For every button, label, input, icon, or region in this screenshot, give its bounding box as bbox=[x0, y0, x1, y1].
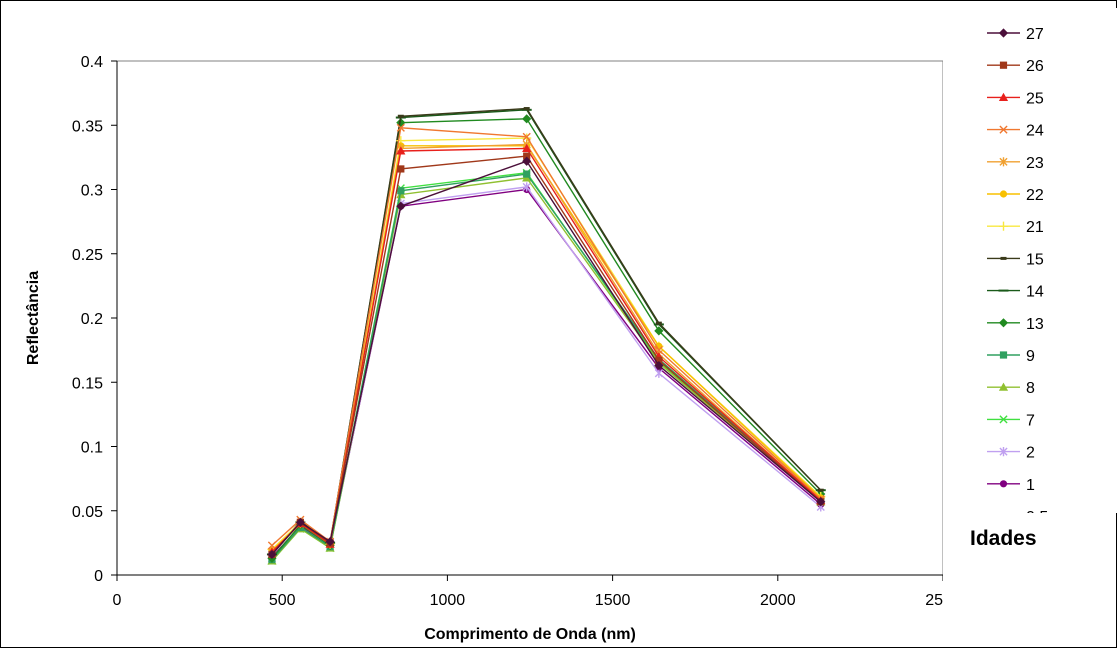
legend-label: 1 bbox=[1026, 477, 1035, 494]
y-tick-label: 0.4 bbox=[81, 54, 103, 71]
legend-item-2: 2 bbox=[987, 445, 1035, 462]
legend-marker bbox=[998, 382, 1009, 391]
legend-mask bbox=[943, 513, 1117, 648]
data-point-25 bbox=[522, 143, 532, 152]
legend-item-8: 8 bbox=[987, 380, 1035, 397]
legend-item-24: 24 bbox=[987, 123, 1044, 140]
legend-label: 8 bbox=[1026, 380, 1035, 397]
data-point-26 bbox=[523, 152, 531, 160]
data-point-9 bbox=[523, 170, 531, 178]
legend-label: 7 bbox=[1026, 412, 1035, 429]
data-point-9 bbox=[397, 187, 405, 195]
legend-marker bbox=[999, 157, 1008, 167]
data-point-2 bbox=[522, 182, 531, 192]
legend-item-9: 9 bbox=[987, 348, 1035, 365]
legend-item-23: 23 bbox=[987, 155, 1044, 172]
data-point-25 bbox=[396, 146, 406, 155]
legend-marker bbox=[1000, 256, 1007, 260]
x-tick-label: 0 bbox=[113, 592, 122, 609]
legend-marker bbox=[999, 447, 1008, 457]
data-point-24 bbox=[267, 541, 277, 550]
data-point-27 bbox=[267, 549, 277, 560]
data-point-26 bbox=[397, 165, 405, 173]
data-point-24 bbox=[396, 123, 405, 132]
legend-marker bbox=[999, 190, 1008, 198]
legend-label: 24 bbox=[1026, 123, 1044, 140]
legend-label: 15 bbox=[1026, 251, 1044, 268]
legend-marker bbox=[999, 415, 1008, 424]
legend-label: 14 bbox=[1026, 284, 1044, 301]
data-point-27 bbox=[522, 156, 532, 166]
data-point-24 bbox=[522, 132, 531, 141]
legend-item-22: 22 bbox=[987, 187, 1044, 204]
legend-label: 26 bbox=[1026, 58, 1044, 75]
data-point-13 bbox=[654, 326, 664, 336]
y-tick-label: 0.15 bbox=[72, 375, 103, 392]
legend-label: 23 bbox=[1026, 155, 1044, 172]
legend-item-26: 26 bbox=[987, 58, 1044, 75]
x-tick-label: 2000 bbox=[760, 592, 796, 609]
data-point-15 bbox=[523, 107, 530, 111]
legend-title: Idades bbox=[970, 527, 1037, 550]
legend-label: 13 bbox=[1026, 316, 1044, 333]
y-tick-label: 0.35 bbox=[72, 118, 103, 135]
legend-marker bbox=[999, 125, 1008, 134]
legend-marker bbox=[998, 92, 1009, 101]
x-axis-title: Comprimento de Onda (nm) bbox=[424, 626, 636, 643]
legend-marker bbox=[999, 480, 1008, 488]
legend-item-15: 15 bbox=[987, 251, 1044, 268]
y-tick-label: 0.05 bbox=[72, 504, 103, 521]
legend-label: 21 bbox=[1026, 219, 1044, 236]
legend-item-14: 14 bbox=[987, 284, 1044, 301]
legend-label: 27 bbox=[1026, 26, 1044, 43]
legend-label: 2 bbox=[1026, 445, 1035, 462]
data-point-27 bbox=[295, 517, 305, 527]
series-27 bbox=[267, 156, 826, 560]
x-tick-label: 1000 bbox=[430, 592, 466, 609]
legend-marker bbox=[999, 61, 1008, 69]
legend-marker bbox=[999, 351, 1008, 359]
data-point-27 bbox=[654, 360, 664, 371]
y-axis-title: Reflectância bbox=[25, 271, 42, 365]
legend-item-7: 7 bbox=[987, 412, 1035, 429]
legend-label: 25 bbox=[1026, 90, 1044, 107]
legend-label: 22 bbox=[1026, 187, 1044, 204]
legend-marker bbox=[998, 221, 1009, 231]
legend-label: 9 bbox=[1026, 348, 1035, 365]
data-point-27 bbox=[325, 536, 335, 547]
x-tick-label: 1500 bbox=[595, 592, 631, 609]
x-tick-label: 500 bbox=[269, 592, 296, 609]
y-tick-label: 0 bbox=[94, 568, 103, 585]
y-tick-label: 0.1 bbox=[81, 440, 103, 457]
data-point-27 bbox=[816, 497, 826, 507]
legend-marker bbox=[998, 289, 1009, 292]
legend-item-25: 25 bbox=[987, 90, 1044, 107]
y-tick-label: 0.3 bbox=[81, 183, 103, 200]
legend-item-27: 27 bbox=[987, 26, 1044, 43]
data-point-15 bbox=[397, 114, 404, 118]
legend-marker bbox=[998, 318, 1009, 328]
data-point-26 bbox=[655, 356, 663, 365]
legend-marker bbox=[998, 28, 1009, 38]
data-point-13 bbox=[522, 114, 532, 124]
legend-box bbox=[943, 8, 1117, 513]
y-tick-label: 0.25 bbox=[72, 247, 103, 264]
data-point-2 bbox=[654, 368, 663, 378]
legend-item-13: 13 bbox=[987, 316, 1044, 333]
legend: 27262524232221151413987210.5 bbox=[987, 26, 1048, 526]
axes-layer: 0 0.05 0.1 0.15 0.2 0.25 0.3 0.35 0.4 0 500 1000 150… bbox=[72, 54, 961, 609]
legend-item-21: 21 bbox=[987, 219, 1044, 236]
data-point-27 bbox=[396, 201, 406, 211]
legend-item-1: 1 bbox=[987, 477, 1035, 494]
data-point-15 bbox=[817, 488, 824, 492]
data-point-15 bbox=[655, 321, 662, 325]
series-layer bbox=[266, 107, 826, 565]
y-tick-label: 0.2 bbox=[81, 311, 103, 328]
